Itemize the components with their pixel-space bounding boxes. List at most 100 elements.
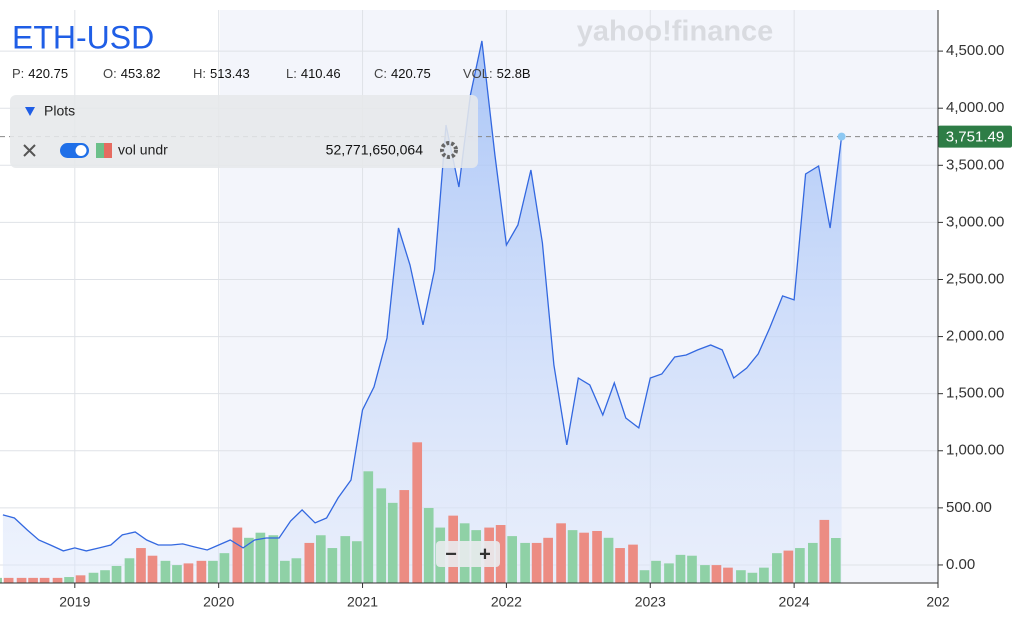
- volume-bar: [64, 577, 74, 583]
- price-area: [2, 40, 842, 583]
- last-point: [837, 132, 846, 141]
- volume-bar: [0, 577, 2, 583]
- y-tick-label: 2,000.00: [946, 328, 1004, 345]
- settings-icon[interactable]: [440, 141, 458, 159]
- volume-bar: [376, 488, 387, 583]
- volume-bar: [495, 525, 506, 583]
- volume-bar: [28, 577, 38, 583]
- x-tick-label: 2022: [491, 594, 522, 610]
- stat-value: 453.82: [120, 66, 161, 81]
- volume-bar: [387, 502, 398, 583]
- volume-bar: [723, 567, 733, 583]
- zoom-in[interactable]: +: [479, 543, 491, 565]
- volume-bar: [531, 542, 542, 583]
- volume-bar: [507, 536, 517, 583]
- y-tick-label: 4,500.00: [946, 42, 1004, 59]
- stat-value: 52.8B: [496, 66, 531, 81]
- y-tick-label: 500.00: [946, 499, 992, 516]
- volume-bar: [579, 532, 589, 583]
- volume-bar: [88, 572, 99, 583]
- price-line: [2, 40, 843, 552]
- stat-value: 410.46: [300, 66, 341, 81]
- volume-bar: [592, 530, 602, 583]
- volume-bar: [520, 542, 530, 583]
- volume-bar: [280, 560, 290, 583]
- volume-bar: [136, 548, 146, 583]
- volume-bar: [196, 560, 207, 583]
- volume-bar: [399, 490, 410, 583]
- volume-bar: [52, 577, 63, 583]
- y-tick-label: 3,500.00: [946, 156, 1004, 173]
- plot-readout: 52,771,650,064: [326, 142, 424, 158]
- y-tick-label: 1,500.00: [946, 385, 1004, 402]
- volume-bar: [736, 570, 746, 583]
- stat: O: 453.82: [103, 66, 161, 81]
- volume-bar: [543, 537, 553, 583]
- plots-title[interactable]: Plots: [44, 103, 75, 119]
- price-tag-label: 3,751.49: [946, 129, 1004, 146]
- volume-bar: [208, 560, 218, 583]
- volume-bar: [795, 548, 805, 583]
- watermark: yahoo!finance: [577, 16, 774, 48]
- plot-name: vol undr: [118, 142, 168, 158]
- zoom-controls: [436, 541, 500, 567]
- x-tick-label: 2024: [779, 594, 810, 610]
- stat-label: O:: [103, 66, 117, 81]
- volume-bar: [232, 527, 243, 583]
- volume-bar: [675, 554, 686, 583]
- volume-bar: [39, 577, 50, 583]
- x-tick-label: 2023: [635, 594, 666, 610]
- volume-bar: [664, 563, 674, 583]
- volume-bar: [255, 532, 266, 583]
- remove-icon[interactable]: [23, 144, 36, 157]
- stat-value: 420.75: [28, 66, 69, 81]
- y-tick-label: 0.00: [946, 556, 975, 573]
- volume-bar: [111, 565, 122, 583]
- volume-bar: [160, 560, 171, 583]
- volume-bar: [327, 548, 338, 583]
- volume-bar: [423, 507, 434, 583]
- volume-bar: [747, 572, 758, 583]
- volume-bar: [100, 570, 110, 583]
- x-tick-label: 2021: [347, 594, 378, 610]
- stat: VOL: 52.8B: [463, 66, 531, 81]
- y-tick-label: 4,000.00: [946, 99, 1004, 116]
- zoom-out[interactable]: −: [445, 543, 457, 565]
- stat-label: P:: [12, 66, 25, 81]
- volume-bar: [244, 537, 254, 583]
- collapse-icon[interactable]: [25, 107, 35, 116]
- symbol-title: ETH-USD: [12, 19, 154, 55]
- x-tick-label: 2019: [59, 594, 90, 610]
- volume-bar: [759, 567, 769, 583]
- volume-bar: [711, 565, 722, 583]
- volume-bar: [687, 555, 697, 583]
- volume-bar: [124, 558, 135, 583]
- volume-bar: [819, 519, 830, 583]
- volume-bar: [172, 565, 182, 583]
- stat-value: 420.75: [391, 66, 431, 81]
- volume-bar: [808, 542, 818, 583]
- volume-bar: [651, 560, 661, 583]
- volume-bar: [603, 537, 614, 583]
- x-tick-label: 2020: [203, 594, 234, 610]
- volume-bar: [783, 550, 794, 583]
- volume-bar: [628, 544, 638, 583]
- volume-bar: [147, 555, 158, 583]
- volume-bar: [268, 535, 279, 583]
- y-tick-label: 3,000.00: [946, 213, 1004, 230]
- stat: C: 420.75: [374, 66, 431, 81]
- volume-bar: [412, 442, 423, 583]
- x-tick-label: 202: [926, 594, 950, 610]
- volume-bar: [219, 553, 230, 583]
- volume-bar: [567, 530, 578, 583]
- volume-bar: [639, 570, 650, 583]
- stat: H: 513.43: [193, 66, 250, 81]
- volume-bar: [291, 558, 302, 583]
- volume-bar: [831, 538, 841, 583]
- stat-value: 513.43: [210, 66, 250, 81]
- volume-bar: [556, 523, 566, 583]
- swatch-down: [104, 143, 112, 158]
- volume-bar: [75, 575, 86, 583]
- volume-bar: [340, 536, 351, 583]
